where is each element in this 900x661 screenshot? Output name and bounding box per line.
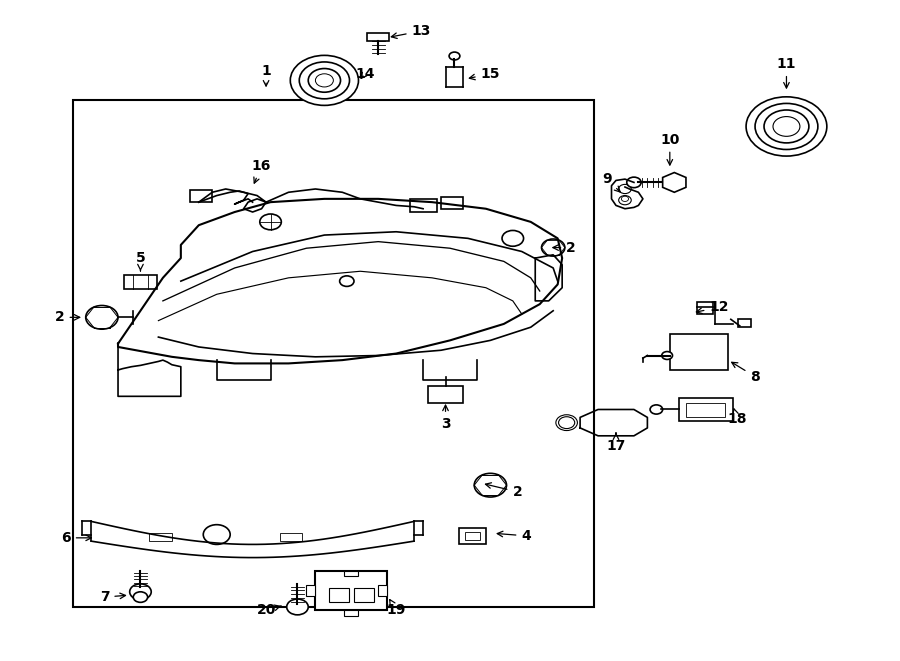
Text: 5: 5: [136, 251, 145, 271]
Bar: [367, 33, 389, 41]
Text: 3: 3: [441, 405, 450, 431]
Bar: [315, 570, 387, 610]
Text: 12: 12: [697, 301, 729, 315]
Text: 8: 8: [732, 362, 760, 383]
Bar: [428, 387, 464, 403]
Bar: [306, 585, 315, 596]
Circle shape: [291, 56, 358, 105]
Circle shape: [133, 592, 148, 602]
Text: 17: 17: [607, 433, 625, 453]
Circle shape: [621, 196, 628, 202]
Bar: [149, 533, 172, 541]
Circle shape: [542, 239, 565, 256]
Circle shape: [618, 184, 631, 194]
Bar: [459, 528, 486, 545]
Circle shape: [650, 405, 662, 414]
Circle shape: [746, 97, 827, 156]
Circle shape: [755, 103, 818, 149]
Circle shape: [260, 214, 282, 230]
Bar: [679, 399, 733, 421]
Bar: [410, 199, 436, 212]
Circle shape: [300, 62, 349, 98]
Bar: [378, 585, 387, 596]
Text: 20: 20: [256, 603, 281, 617]
Text: 9: 9: [602, 172, 620, 192]
Bar: [190, 190, 212, 202]
Text: 2: 2: [553, 241, 576, 254]
Bar: [354, 588, 373, 602]
Circle shape: [315, 74, 333, 87]
Bar: [686, 403, 725, 417]
Circle shape: [502, 231, 524, 247]
Bar: [344, 570, 358, 576]
Circle shape: [86, 305, 118, 329]
Circle shape: [203, 525, 230, 545]
Text: 14: 14: [355, 67, 374, 81]
Circle shape: [626, 177, 641, 188]
Circle shape: [662, 352, 672, 360]
Circle shape: [308, 69, 340, 93]
Circle shape: [287, 599, 308, 615]
Text: 2: 2: [55, 310, 80, 325]
Text: 11: 11: [777, 57, 797, 88]
Text: 1: 1: [261, 63, 271, 86]
Bar: [697, 302, 713, 314]
Text: 7: 7: [100, 590, 125, 604]
Polygon shape: [662, 173, 686, 192]
Bar: [280, 533, 302, 541]
Bar: [73, 100, 594, 607]
Text: 10: 10: [660, 133, 680, 165]
Bar: [738, 319, 752, 327]
Bar: [670, 334, 728, 370]
Bar: [124, 274, 157, 289]
Text: 18: 18: [727, 408, 747, 426]
Circle shape: [773, 116, 800, 136]
Circle shape: [449, 52, 460, 60]
Text: 19: 19: [386, 600, 406, 617]
Text: 15: 15: [469, 67, 500, 81]
Text: 6: 6: [61, 531, 92, 545]
Bar: [328, 588, 348, 602]
Text: 16: 16: [252, 159, 271, 183]
Circle shape: [339, 276, 354, 286]
Text: 13: 13: [392, 24, 431, 38]
Bar: [344, 610, 358, 615]
Circle shape: [764, 110, 809, 143]
Text: 4: 4: [497, 529, 531, 543]
Circle shape: [618, 196, 631, 205]
Circle shape: [556, 414, 578, 430]
Bar: [465, 532, 480, 540]
Text: 2: 2: [485, 483, 522, 499]
Circle shape: [130, 584, 151, 600]
Bar: [441, 197, 464, 209]
Circle shape: [474, 473, 507, 497]
Circle shape: [559, 416, 575, 428]
